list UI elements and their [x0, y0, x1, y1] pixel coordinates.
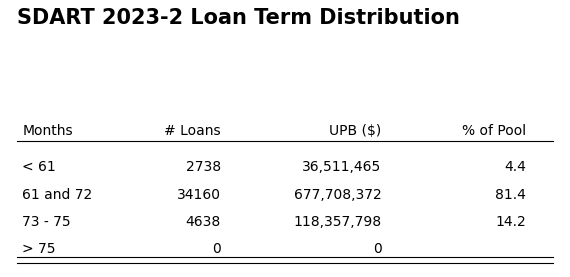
Text: > 75: > 75 — [22, 242, 56, 256]
Text: 73 - 75: 73 - 75 — [22, 215, 71, 229]
Text: 0: 0 — [212, 242, 221, 256]
Text: SDART 2023-2 Loan Term Distribution: SDART 2023-2 Loan Term Distribution — [17, 8, 460, 28]
Text: 4638: 4638 — [185, 215, 221, 229]
Text: 677,708,372: 677,708,372 — [294, 188, 381, 202]
Text: 36,511,465: 36,511,465 — [302, 160, 381, 175]
Text: 14.2: 14.2 — [495, 215, 526, 229]
Text: # Loans: # Loans — [164, 124, 221, 138]
Text: 81.4: 81.4 — [495, 188, 526, 202]
Text: 4.4: 4.4 — [504, 160, 526, 175]
Text: Months: Months — [22, 124, 73, 138]
Text: 2738: 2738 — [186, 160, 221, 175]
Text: 61 and 72: 61 and 72 — [22, 188, 93, 202]
Text: < 61: < 61 — [22, 160, 56, 175]
Text: UPB ($): UPB ($) — [329, 124, 381, 138]
Text: 0: 0 — [373, 242, 381, 256]
Text: % of Pool: % of Pool — [462, 124, 526, 138]
Text: 118,357,798: 118,357,798 — [294, 215, 381, 229]
Text: 34160: 34160 — [177, 188, 221, 202]
